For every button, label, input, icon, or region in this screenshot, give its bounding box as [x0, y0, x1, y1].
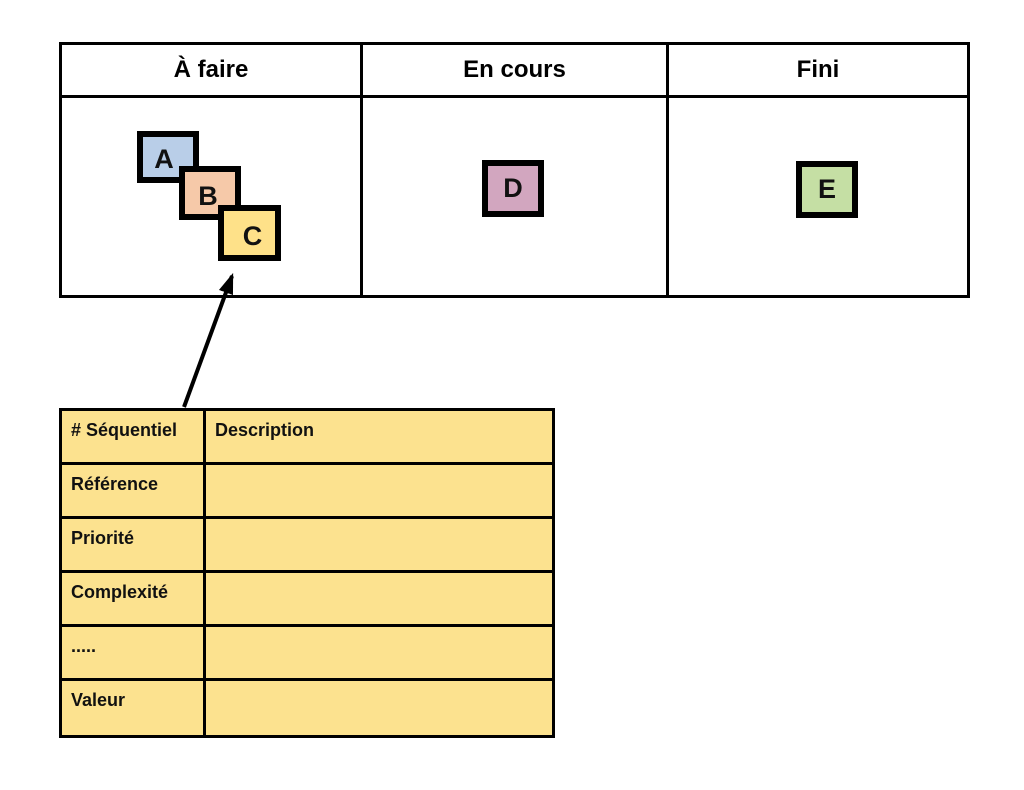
column-header-label: En cours: [463, 56, 566, 83]
detail-row-label: .....: [62, 627, 206, 681]
card-b-label: B: [198, 180, 218, 211]
column-header-a-faire: À faire: [62, 45, 363, 98]
column-header-label: À faire: [173, 56, 249, 83]
column-body-en-cours: [363, 98, 669, 295]
detail-row-value: [206, 465, 552, 519]
card-e-label: E: [817, 174, 836, 204]
detail-row-label: Référence: [62, 465, 206, 519]
column-header-fini: Fini: [669, 45, 967, 98]
card-a-label: A: [154, 143, 174, 174]
detail-row-label: Complexité: [62, 573, 206, 627]
detail-row-value: [206, 519, 552, 573]
card-detail-table: # Séquentiel Description Référence Prior…: [59, 408, 555, 738]
detail-row-value: [206, 627, 552, 681]
card-d: D: [482, 160, 544, 217]
detail-row-label: Priorité: [62, 519, 206, 573]
detail-row-value: [206, 573, 552, 627]
card-c-label: C: [242, 220, 263, 251]
detail-row-value: [206, 681, 552, 735]
card-c: C: [218, 205, 281, 261]
detail-row-label: # Séquentiel: [62, 411, 206, 465]
card-d-label: D: [503, 173, 523, 203]
detail-row-label: Valeur: [62, 681, 206, 735]
card-e: E: [796, 161, 858, 218]
column-body-a-faire: [62, 98, 363, 295]
column-header-en-cours: En cours: [363, 45, 669, 98]
detail-row-value: Description: [206, 411, 552, 465]
card-a: A: [137, 131, 199, 183]
column-header-label: Fini: [796, 56, 840, 83]
